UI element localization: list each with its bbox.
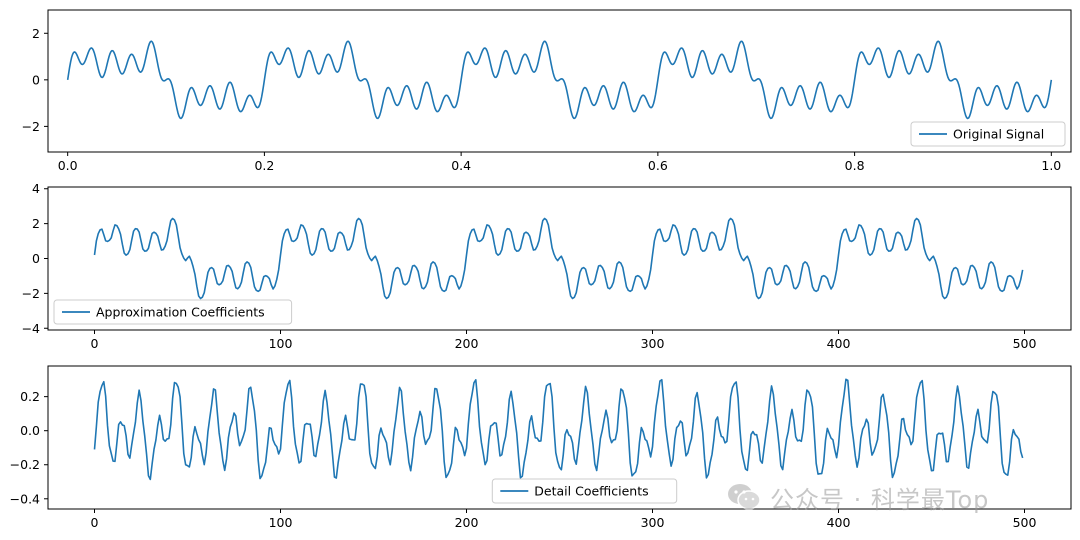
- y-tick-label: 0.2: [20, 389, 40, 404]
- x-tick-label: 100: [269, 336, 293, 351]
- x-tick-label: 0.8: [845, 158, 865, 173]
- legend-label: Original Signal: [953, 127, 1044, 142]
- x-tick-label: 300: [641, 515, 665, 530]
- subplot-approximation: 0 100 200 300 400 500 4 2 0 −2 −4 Approximation Coe…: [22, 181, 1072, 351]
- x-tick-label: 0.2: [254, 158, 274, 173]
- y-tick-label: −4: [22, 321, 40, 336]
- x-tick-label: 1.0: [1041, 158, 1061, 173]
- x-tick-label: 500: [1013, 336, 1037, 351]
- x-tick-label: 300: [641, 336, 665, 351]
- y-tick-label: 0: [32, 72, 40, 87]
- x-tick-label: 0.4: [451, 158, 471, 173]
- axes-frame: [47, 365, 1072, 510]
- series-line-approximation: [93, 217, 1024, 300]
- y-tick-label: 0: [32, 251, 40, 266]
- x-tick-label: 400: [827, 515, 851, 530]
- x-tick-label: 500: [1013, 515, 1037, 530]
- series-line-original: [66, 40, 1053, 120]
- x-tick-label: 0: [91, 515, 99, 530]
- x-tick-label: 0: [91, 336, 99, 351]
- x-tick-label: 200: [455, 515, 479, 530]
- legend-label: Detail Coefficients: [534, 484, 648, 499]
- subplot-detail: 0 100 200 300 400 500 0.2 0.0 −0.2 −0.4 Detail Coe…: [10, 365, 1072, 530]
- y-tick-label: 2: [32, 216, 40, 231]
- axes-frame: [47, 9, 1072, 153]
- watermark: 公众号 · 科学最Top: [726, 480, 989, 514]
- y-tick-label: 0.0: [20, 423, 40, 438]
- watermark-text: 公众号 · 科学最Top: [770, 485, 990, 514]
- x-tick-label: 0.0: [58, 158, 78, 173]
- series-line-detail: [93, 378, 1024, 481]
- legend-frame: [910, 121, 1066, 147]
- legend-frame: [491, 478, 678, 504]
- legend-frame: [53, 299, 293, 325]
- wechat-logo-icon: [728, 484, 761, 510]
- y-tick-label: 4: [32, 181, 40, 196]
- x-tick-label: 400: [827, 336, 851, 351]
- x-tick-label: 100: [269, 515, 293, 530]
- legend: Approximation Coefficients: [53, 299, 293, 325]
- y-tick-label: −2: [22, 286, 40, 301]
- y-tick-label: −0.4: [10, 491, 40, 506]
- y-tick-label: −2: [22, 119, 40, 134]
- legend: Original Signal: [910, 121, 1066, 147]
- subplot-original: 0.0 0.2 0.4 0.6 0.8 1.0 2 0 −2 Original Signal: [22, 9, 1072, 173]
- legend: Detail Coefficients: [491, 478, 678, 504]
- x-tick-label: 200: [455, 336, 479, 351]
- y-tick-label: 2: [32, 26, 40, 41]
- x-tick-label: 0.6: [648, 158, 668, 173]
- legend-label: Approximation Coefficients: [96, 305, 265, 320]
- y-tick-label: −0.2: [10, 457, 40, 472]
